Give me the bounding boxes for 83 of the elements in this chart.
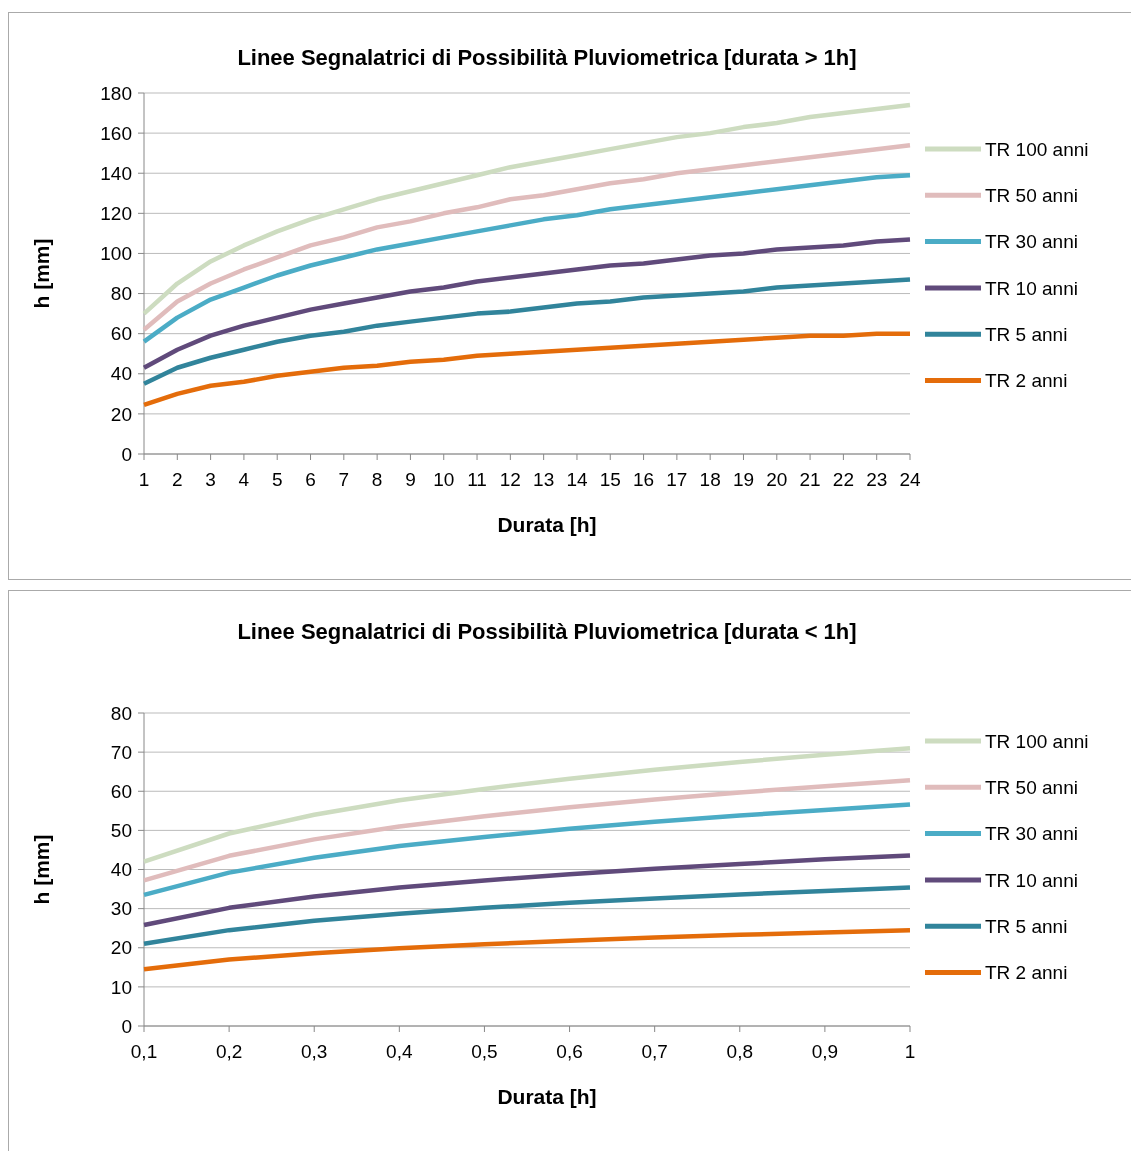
y-tick-label: 180 [100, 82, 132, 104]
x-axis-title: Durata [h] [497, 1085, 597, 1108]
x-tick-label: 18 [699, 469, 721, 490]
line-series [141, 745, 913, 864]
line-series [141, 853, 913, 928]
x-tick-label: 20 [766, 469, 788, 490]
x-tick-label: 4 [238, 469, 250, 490]
line-series [141, 927, 913, 972]
chart-title: Linee Segnalatrici di Possibilità Pluviometrica [durata > 1h] [237, 45, 857, 70]
legend-label: TR 30 anni [985, 823, 1078, 845]
x-tick-label: 22 [832, 469, 854, 490]
legend-label: TR 5 anni [985, 915, 1068, 937]
line-series [141, 778, 913, 883]
line-series [141, 885, 913, 947]
x-tick-label: 0,9 [811, 1041, 839, 1062]
x-tick-label: 3 [205, 469, 216, 490]
y-tick-label: 10 [110, 976, 132, 998]
x-tick-label: 17 [666, 469, 688, 490]
x-tick-label: 21 [799, 469, 821, 490]
x-tick-label: 9 [405, 469, 416, 490]
legend-label: TR 5 anni [985, 323, 1068, 345]
y-tick-label: 60 [110, 780, 132, 802]
x-tick-label: 0,1 [130, 1041, 158, 1062]
legend-label: TR 100 anni [985, 138, 1089, 160]
legend-label: TR 10 anni [985, 869, 1078, 891]
legend-label: TR 10 anni [985, 277, 1078, 299]
x-tick-label: 16 [632, 469, 655, 490]
x-tick-label: 1 [904, 1041, 916, 1062]
chart-title: Linee Segnalatrici di Possibilità Pluviometrica [durata < 1h] [237, 619, 857, 644]
x-tick-label: 1 [138, 469, 150, 490]
x-tick-label: 0,3 [301, 1041, 328, 1062]
y-tick-label: 40 [110, 363, 132, 385]
x-tick-label: 7 [338, 469, 350, 490]
y-axis-title: h [mm] [30, 834, 53, 905]
legend-label: TR 100 anni [985, 730, 1089, 752]
legend-label: TR 2 anni [985, 370, 1068, 392]
y-tick-label: 50 [110, 820, 132, 842]
x-tick-label: 0,4 [386, 1041, 413, 1062]
y-tick-label: 0 [121, 1015, 132, 1037]
line-series [141, 142, 913, 332]
y-tick-label: 20 [110, 403, 132, 425]
y-tick-label: 160 [100, 122, 132, 144]
y-tick-label: 100 [100, 243, 132, 265]
x-tick-label: 14 [566, 469, 588, 490]
x-tick-label: 24 [899, 469, 921, 490]
x-tick-label: 15 [599, 469, 621, 490]
x-tick-label: 11 [467, 469, 487, 490]
line-series [141, 172, 913, 344]
legend-label: TR 30 anni [985, 231, 1078, 253]
x-tick-label: 2 [172, 469, 183, 490]
y-tick-label: 80 [110, 283, 132, 305]
x-tick-label: 8 [371, 469, 383, 490]
x-tick-label: 13 [533, 469, 555, 490]
x-tick-label: 0,8 [726, 1041, 753, 1062]
x-tick-label: 10 [433, 469, 455, 490]
x-tick-label: 5 [271, 469, 283, 490]
line-series [141, 237, 913, 371]
x-tick-label: 23 [866, 469, 888, 490]
y-tick-label: 40 [110, 859, 132, 881]
x-tick-label: 12 [499, 469, 521, 490]
x-tick-label: 6 [305, 469, 316, 490]
x-tick-label: 19 [732, 469, 755, 490]
line-series [141, 102, 913, 316]
line-series [141, 277, 913, 387]
legend-label: TR 50 anni [985, 184, 1078, 206]
x-tick-label: 0,6 [556, 1041, 583, 1062]
x-tick-label: 0,2 [215, 1041, 243, 1062]
x-axis-title: Durata [h] [497, 513, 597, 536]
y-tick-label: 120 [100, 202, 132, 224]
line-series [141, 331, 913, 408]
y-tick-label: 0 [121, 443, 132, 465]
y-tick-label: 60 [110, 323, 132, 345]
x-tick-label: 0,7 [641, 1041, 668, 1062]
line-series [141, 802, 913, 898]
legend-label: TR 50 anni [985, 776, 1078, 798]
y-tick-label: 20 [110, 937, 132, 959]
y-tick-label: 70 [110, 741, 132, 763]
y-axis-title: h [mm] [30, 238, 53, 309]
y-tick-label: 30 [110, 898, 132, 920]
x-tick-label: 0,5 [471, 1041, 498, 1062]
y-tick-label: 140 [100, 162, 132, 184]
legend-label: TR 2 anni [985, 962, 1068, 984]
y-tick-label: 80 [110, 702, 132, 724]
